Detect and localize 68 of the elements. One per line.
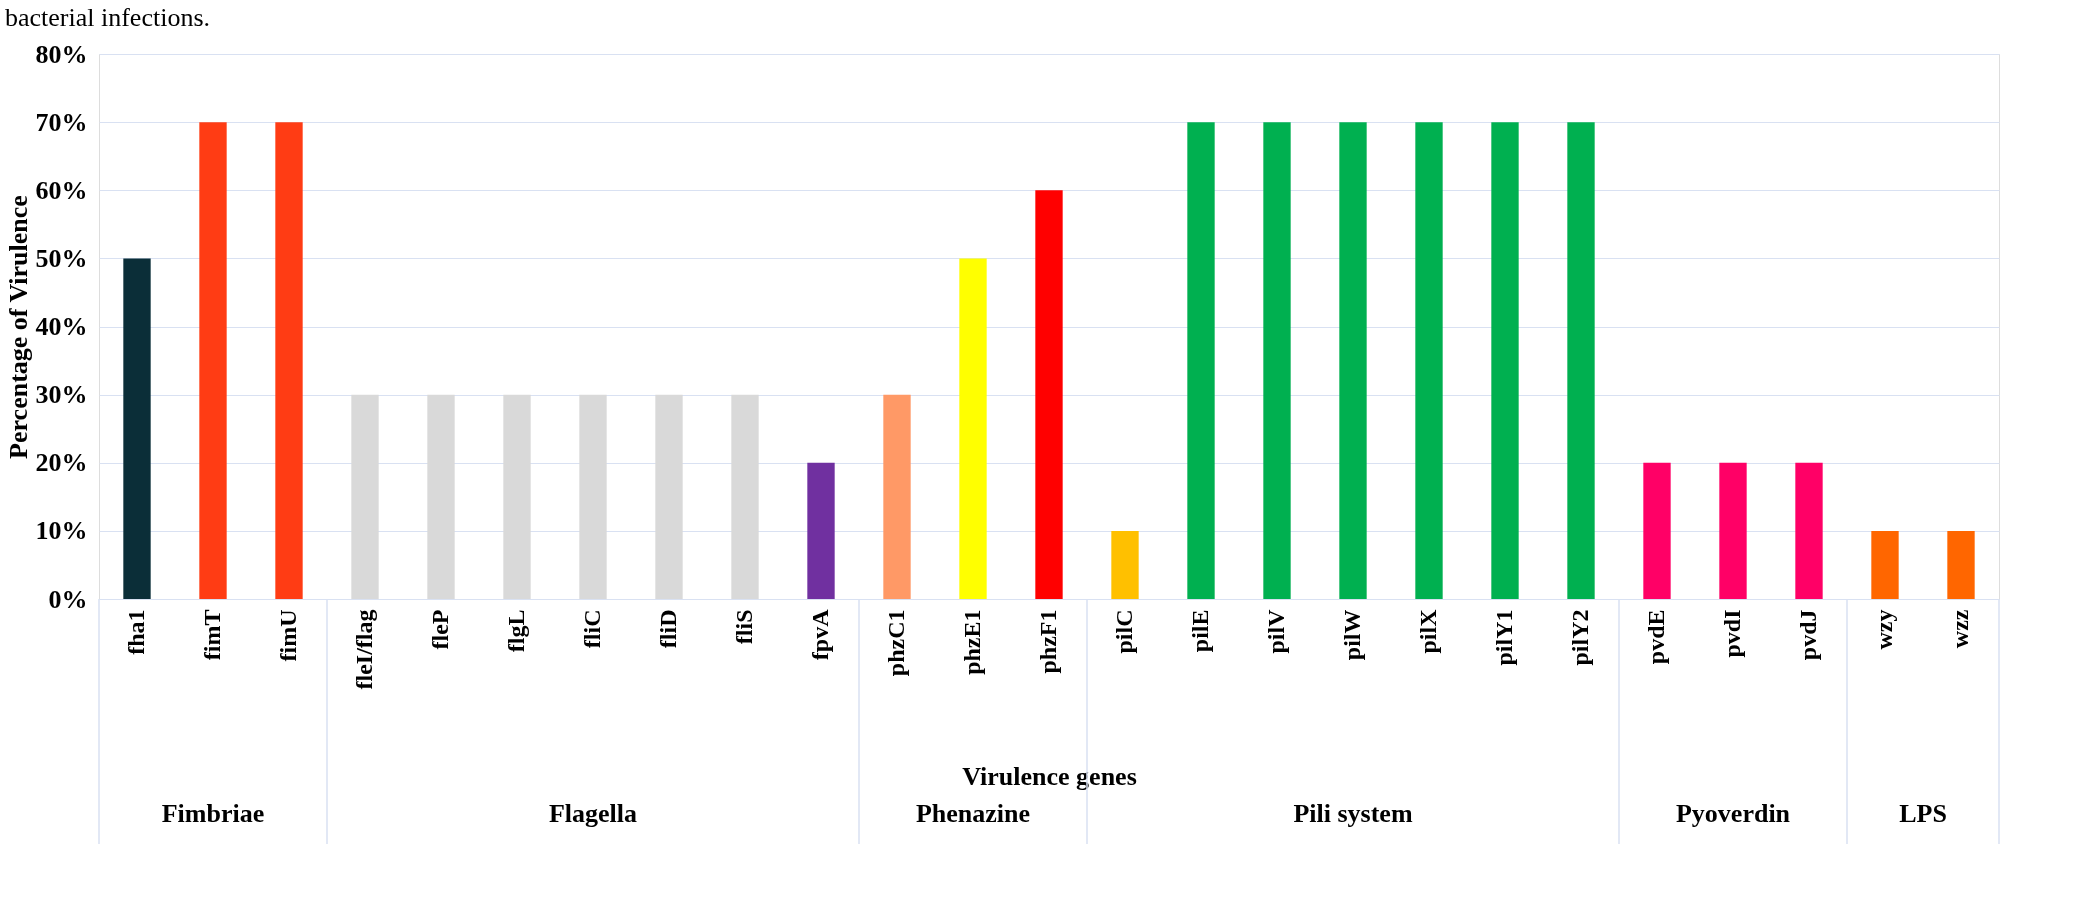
text: LPS	[1899, 799, 1947, 828]
bar	[123, 258, 151, 599]
x-tick-label: pvdJ	[1795, 609, 1821, 661]
bar	[1263, 122, 1291, 599]
x-tick-label: phzC1	[883, 609, 909, 677]
x-tick-label: fimU	[275, 609, 301, 662]
y-tick-label: 30%	[35, 380, 88, 410]
bar	[1339, 122, 1367, 599]
x-tick-label: pilX	[1415, 608, 1441, 654]
text: Pili system	[1293, 799, 1413, 828]
y-tick-label: 50%	[35, 243, 88, 273]
y-tick-label: 20%	[35, 448, 88, 478]
bar	[1947, 530, 1975, 599]
bar	[1491, 122, 1519, 599]
bar	[1643, 462, 1671, 599]
text: Fimbriae	[161, 799, 265, 828]
bar	[1795, 462, 1823, 599]
x-tick-label: pilW	[1339, 609, 1365, 661]
x-tick-label: fimT	[199, 609, 225, 661]
chart-title: bacterial infections.	[5, 3, 211, 32]
bar	[199, 122, 227, 599]
bar	[427, 394, 455, 599]
bar	[275, 122, 303, 599]
x-tick-label: wzy	[1871, 609, 1897, 650]
x-tick-label: pilE	[1187, 609, 1213, 653]
x-tick-label: fliD	[655, 609, 681, 649]
bar	[503, 394, 531, 599]
x-tick-label: phzF1	[1035, 609, 1061, 674]
text: Flagella	[548, 799, 638, 828]
y-tick-label: 0%	[48, 584, 88, 614]
text: Pyoverdin	[1675, 799, 1791, 828]
y-axis-title: Percentage of Virulence	[3, 195, 33, 459]
bar	[1035, 190, 1063, 599]
x-tick-label: pilY2	[1567, 609, 1593, 666]
bar	[351, 394, 379, 599]
bar	[731, 394, 759, 599]
x-tick-label: fleP	[427, 609, 453, 650]
x-tick-label: fleI/flag	[351, 609, 377, 690]
bar	[883, 394, 911, 599]
y-tick-label: 40%	[35, 312, 88, 341]
bar	[1567, 122, 1595, 599]
y-tick-label: 60%	[35, 175, 88, 205]
bar	[1415, 122, 1443, 599]
x-tick-label: pilV	[1263, 608, 1289, 654]
x-tick-label: flgL	[503, 609, 529, 653]
x-tick-label: pilY1	[1491, 609, 1517, 666]
bar	[655, 394, 683, 599]
bar	[1871, 530, 1899, 599]
x-tick-label: pvdI	[1719, 609, 1745, 658]
x-tick-label: fliC	[579, 609, 605, 649]
x-axis-title: Virulence genes	[962, 762, 1137, 792]
bar	[1187, 122, 1215, 599]
bar	[1719, 462, 1747, 599]
bar	[807, 462, 835, 599]
bar	[579, 394, 607, 599]
x-tick-label: fha1	[123, 609, 149, 655]
bar	[1111, 530, 1139, 599]
text: Phenazine	[915, 799, 1031, 828]
x-tick-label: pvdE	[1643, 609, 1669, 665]
x-tick-label: fliS	[731, 609, 757, 645]
x-tick-label: wzz	[1947, 609, 1973, 649]
y-tick-label: 10%	[35, 516, 88, 546]
x-tick-label: pilC	[1111, 609, 1137, 654]
y-tick-label: 70%	[35, 107, 88, 137]
x-tick-label: fpvA	[807, 608, 833, 661]
y-tick-label: 80%	[35, 39, 88, 69]
x-tick-label: phzE1	[959, 609, 985, 675]
bar	[959, 258, 987, 599]
